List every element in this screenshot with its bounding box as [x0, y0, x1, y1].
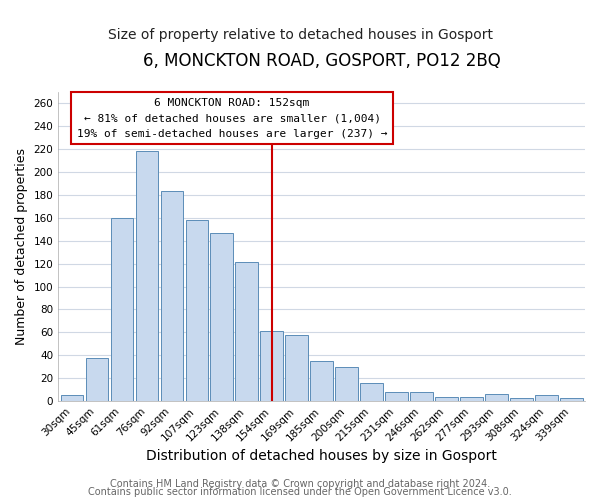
Bar — [535, 396, 557, 401]
Bar — [110, 218, 133, 401]
Text: 6 MONCKTON ROAD: 152sqm
← 81% of detached houses are smaller (1,004)
19% of semi: 6 MONCKTON ROAD: 152sqm ← 81% of detache… — [77, 98, 387, 139]
Bar — [211, 232, 233, 401]
Bar — [460, 396, 482, 401]
Bar — [286, 334, 308, 401]
Title: 6, MONCKTON ROAD, GOSPORT, PO12 2BQ: 6, MONCKTON ROAD, GOSPORT, PO12 2BQ — [143, 52, 500, 70]
Text: Contains HM Land Registry data © Crown copyright and database right 2024.: Contains HM Land Registry data © Crown c… — [110, 479, 490, 489]
Y-axis label: Number of detached properties: Number of detached properties — [15, 148, 28, 345]
X-axis label: Distribution of detached houses by size in Gosport: Distribution of detached houses by size … — [146, 448, 497, 462]
Bar — [61, 396, 83, 401]
Bar — [385, 392, 408, 401]
Bar — [260, 332, 283, 401]
Bar — [510, 398, 533, 401]
Bar — [410, 392, 433, 401]
Bar — [185, 220, 208, 401]
Bar — [360, 383, 383, 401]
Bar — [335, 367, 358, 401]
Bar — [310, 361, 333, 401]
Bar — [560, 398, 583, 401]
Bar — [86, 358, 108, 401]
Bar — [136, 151, 158, 401]
Bar — [485, 394, 508, 401]
Bar — [161, 192, 183, 401]
Bar — [435, 396, 458, 401]
Bar — [235, 262, 258, 401]
Text: Contains public sector information licensed under the Open Government Licence v3: Contains public sector information licen… — [88, 487, 512, 497]
Text: Size of property relative to detached houses in Gosport: Size of property relative to detached ho… — [107, 28, 493, 42]
